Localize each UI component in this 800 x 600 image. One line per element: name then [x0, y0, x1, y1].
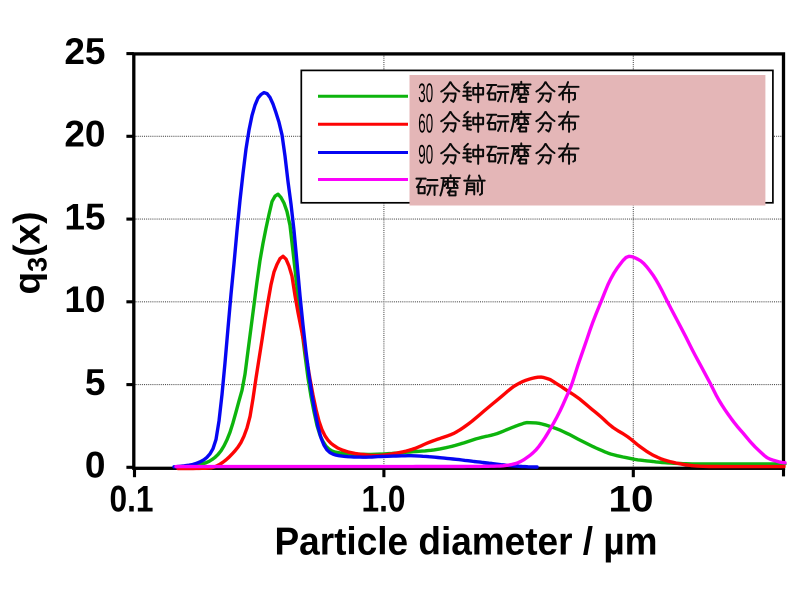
svg-text:Particle diameter / µm: Particle diameter / µm — [275, 521, 658, 564]
svg-text:1.0: 1.0 — [362, 479, 406, 520]
svg-text:10: 10 — [609, 479, 654, 520]
svg-text:15: 15 — [64, 197, 105, 238]
svg-text:60: 60 — [418, 108, 433, 138]
svg-text:10: 10 — [64, 279, 105, 320]
svg-text:25: 25 — [64, 31, 105, 72]
svg-text:5: 5 — [85, 362, 106, 403]
svg-text:30: 30 — [418, 78, 433, 108]
svg-text:0.1: 0.1 — [110, 479, 154, 520]
svg-text:q3(x): q3(x) — [7, 212, 53, 295]
svg-text:0: 0 — [85, 445, 106, 486]
svg-text:90: 90 — [418, 140, 433, 170]
svg-text:20: 20 — [64, 114, 105, 155]
